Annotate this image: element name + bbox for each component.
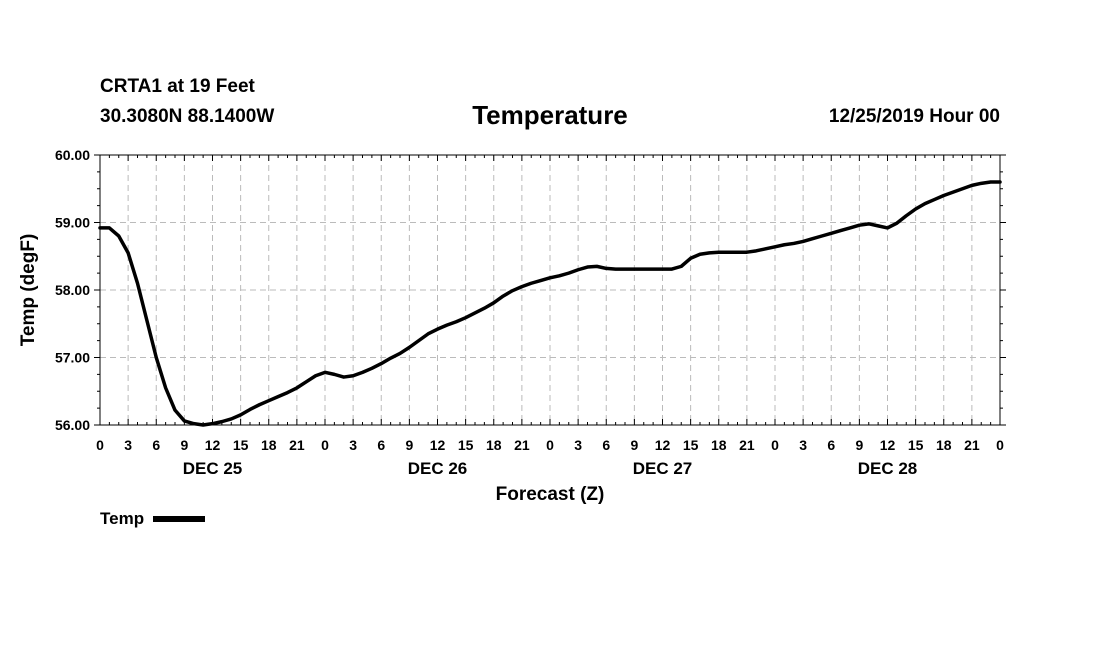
x-tick-label: 15 xyxy=(908,437,924,453)
x-tick-label: 18 xyxy=(261,437,277,453)
day-label: DEC 28 xyxy=(858,459,918,478)
x-tick-label: 15 xyxy=(683,437,699,453)
x-axis-title: Forecast (Z) xyxy=(496,484,605,505)
x-tick-label: 3 xyxy=(349,437,357,453)
x-tick-label: 9 xyxy=(855,437,863,453)
day-label: DEC 26 xyxy=(408,459,468,478)
x-tick-label: 18 xyxy=(711,437,727,453)
x-tick-label: 21 xyxy=(289,437,305,453)
y-tick-label: 59.00 xyxy=(55,215,90,231)
forecast-date: 12/25/2019 Hour 00 xyxy=(828,106,1000,127)
x-tick-label: 12 xyxy=(880,437,896,453)
station-label: CRTA1 at 19 Feet xyxy=(100,76,255,97)
x-tick-label: 12 xyxy=(205,437,221,453)
x-tick-label: 18 xyxy=(486,437,502,453)
y-tick-label: 58.00 xyxy=(55,282,90,298)
x-tick-label: 3 xyxy=(574,437,582,453)
y-axis-title: Temp (degF) xyxy=(18,234,39,347)
x-tick-label: 6 xyxy=(602,437,610,453)
x-tick-label: 0 xyxy=(996,437,1004,453)
x-tick-label: 21 xyxy=(964,437,980,453)
x-tick-label: 9 xyxy=(630,437,638,453)
x-tick-label: 15 xyxy=(458,437,474,453)
x-tick-label: 6 xyxy=(827,437,835,453)
x-tick-label: 0 xyxy=(771,437,779,453)
x-tick-label: 0 xyxy=(546,437,554,453)
day-label: DEC 27 xyxy=(633,459,693,478)
x-tick-label: 6 xyxy=(377,437,385,453)
x-tick-label: 3 xyxy=(799,437,807,453)
station-coordinates: 30.3080N 88.1400W xyxy=(100,106,275,127)
y-tick-label: 57.00 xyxy=(55,350,90,366)
chart-title: Temperature xyxy=(472,100,628,130)
x-tick-label: 6 xyxy=(152,437,160,453)
x-tick-label: 9 xyxy=(180,437,188,453)
x-tick-label: 0 xyxy=(96,437,104,453)
temp-series-line xyxy=(98,180,1002,427)
x-tick-label: 12 xyxy=(430,437,446,453)
x-tick-label: 18 xyxy=(936,437,952,453)
y-tick-label: 56.00 xyxy=(55,417,90,433)
x-tick-label: 12 xyxy=(655,437,671,453)
y-tick-label: 60.00 xyxy=(55,147,90,163)
legend-line-swatch xyxy=(153,516,206,522)
day-label: DEC 25 xyxy=(183,459,243,478)
x-tick-label: 9 xyxy=(405,437,413,453)
x-tick-label: 3 xyxy=(124,437,132,453)
x-tick-label: 21 xyxy=(514,437,530,453)
chart-legend: Temp xyxy=(100,509,206,529)
legend-label: Temp xyxy=(100,509,145,528)
x-tick-label: 21 xyxy=(739,437,755,453)
x-tick-label: 15 xyxy=(233,437,249,453)
x-tick-label: 0 xyxy=(321,437,329,453)
